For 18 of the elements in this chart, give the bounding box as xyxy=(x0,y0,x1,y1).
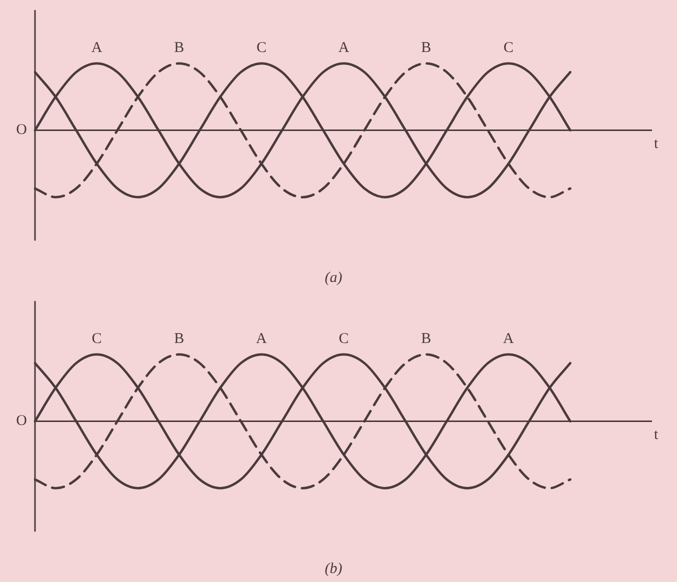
text: C xyxy=(92,330,102,347)
text: A xyxy=(503,330,514,347)
text: O xyxy=(16,413,28,430)
text: (b) xyxy=(324,560,342,577)
series-label: A xyxy=(338,40,350,56)
text: O xyxy=(16,122,28,138)
text: C xyxy=(503,40,514,56)
text: B xyxy=(421,330,432,347)
series-label: B xyxy=(174,40,184,56)
x-axis-title: t xyxy=(654,427,659,444)
series-label: C xyxy=(256,40,266,56)
series-label: A xyxy=(256,330,268,347)
series-label: C xyxy=(338,330,349,347)
series-label: B xyxy=(174,330,184,347)
text: A xyxy=(91,40,102,56)
text: (a) xyxy=(324,270,342,286)
x-axis-title: t xyxy=(654,136,659,152)
text: B xyxy=(421,40,432,56)
